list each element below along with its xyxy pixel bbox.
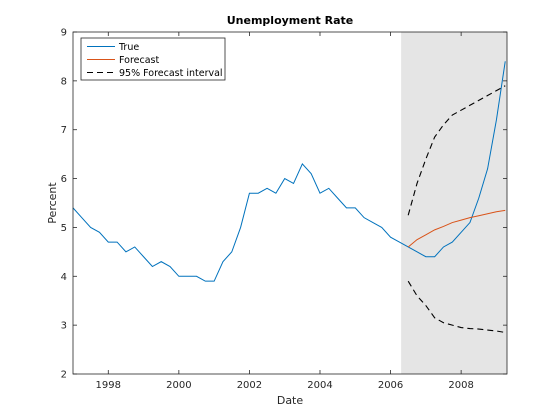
legend: True Forecast 95% Forecast interval <box>80 37 226 81</box>
y-tick-label: 5 <box>61 223 67 234</box>
x-tick-label: 2000 <box>166 380 191 391</box>
x-tick-label: 2008 <box>448 380 473 391</box>
y-tick-label: 2 <box>61 370 67 381</box>
legend-label-forecast: Forecast <box>119 55 159 66</box>
forecast-shaded-region <box>401 32 507 374</box>
x-tick-label: 2002 <box>237 380 262 391</box>
series-line-true <box>72 61 506 282</box>
series-line-forecast-interval-lower <box>407 280 506 334</box>
y-axis-label: Percent <box>46 182 59 224</box>
x-tick-label: 1998 <box>96 380 121 391</box>
legend-label-true: True <box>118 42 139 53</box>
axes-frame <box>72 31 508 375</box>
series-line-forecast <box>407 209 506 248</box>
x-axis-label: Date <box>277 394 304 407</box>
x-tick-label: 2004 <box>307 380 332 391</box>
series-line-95-forecast-interval <box>407 85 506 216</box>
y-tick-label: 4 <box>61 272 67 283</box>
x-tick-label: 2006 <box>378 380 403 391</box>
y-tick-label: 7 <box>61 125 67 136</box>
y-tick-label: 9 <box>61 28 67 39</box>
chart-title: Unemployment Rate <box>227 14 354 27</box>
legend-label-95-forecast-interval: 95% Forecast interval <box>119 68 223 79</box>
y-tick-label: 6 <box>61 174 67 185</box>
y-tick-label: 8 <box>61 76 67 87</box>
y-tick-label: 3 <box>61 321 67 332</box>
